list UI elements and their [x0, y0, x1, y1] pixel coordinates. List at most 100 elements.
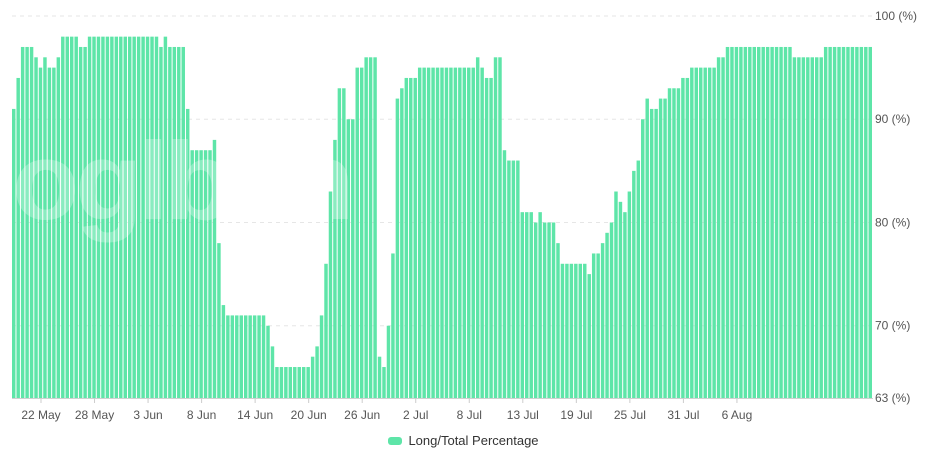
bar[interactable] — [770, 46, 774, 398]
bar[interactable] — [409, 77, 413, 398]
bar[interactable] — [560, 263, 565, 398]
bar[interactable] — [440, 67, 444, 399]
bar[interactable] — [252, 315, 257, 398]
bar[interactable] — [823, 46, 828, 398]
bar[interactable] — [792, 57, 797, 399]
bar[interactable] — [458, 67, 462, 399]
bar[interactable] — [333, 139, 337, 398]
bar[interactable] — [828, 46, 832, 398]
bar[interactable] — [627, 191, 632, 398]
legend[interactable]: Long/Total Percentage — [0, 432, 927, 448]
bar[interactable] — [623, 212, 627, 398]
bar[interactable] — [395, 98, 400, 398]
bar[interactable] — [815, 57, 819, 399]
bar[interactable] — [145, 36, 150, 399]
bar[interactable] — [850, 46, 855, 398]
bar[interactable] — [716, 57, 721, 399]
bar[interactable] — [199, 150, 203, 398]
bar[interactable] — [493, 57, 498, 399]
bar[interactable] — [605, 232, 609, 398]
bar[interactable] — [868, 46, 872, 398]
bar[interactable] — [841, 46, 846, 398]
bar[interactable] — [159, 46, 163, 398]
bar[interactable] — [382, 367, 386, 398]
bar[interactable] — [846, 46, 850, 398]
bar[interactable] — [96, 36, 101, 399]
bar[interactable] — [761, 46, 765, 398]
bar[interactable] — [69, 36, 74, 399]
bar[interactable] — [78, 46, 83, 398]
bar[interactable] — [426, 67, 431, 399]
bar[interactable] — [542, 222, 547, 398]
bar[interactable] — [301, 367, 306, 398]
bar[interactable] — [703, 67, 707, 399]
bar[interactable] — [632, 170, 636, 398]
bar[interactable] — [694, 67, 699, 399]
bar[interactable] — [297, 367, 301, 398]
bar[interactable] — [279, 367, 284, 398]
bar[interactable] — [284, 367, 288, 398]
bar[interactable] — [444, 67, 449, 399]
bar[interactable] — [734, 46, 739, 398]
bar[interactable] — [569, 263, 574, 398]
bar[interactable] — [172, 46, 177, 398]
bar[interactable] — [667, 88, 672, 399]
bar[interactable] — [614, 191, 618, 398]
bar[interactable] — [47, 67, 52, 399]
bar[interactable] — [676, 88, 681, 399]
bar[interactable] — [685, 77, 690, 398]
bar[interactable] — [801, 57, 806, 399]
bar[interactable] — [346, 119, 351, 399]
bar[interactable] — [337, 88, 342, 399]
bar[interactable] — [765, 46, 770, 398]
bar[interactable] — [547, 222, 551, 398]
bar[interactable] — [266, 325, 270, 398]
bar[interactable] — [672, 88, 676, 399]
bar[interactable] — [788, 46, 792, 398]
bar[interactable] — [864, 46, 868, 398]
bar[interactable] — [658, 98, 663, 398]
bar[interactable] — [16, 77, 20, 398]
bar[interactable] — [217, 243, 221, 398]
bar[interactable] — [275, 367, 279, 398]
bar[interactable] — [65, 36, 69, 399]
bar[interactable] — [163, 36, 168, 399]
bar[interactable] — [712, 67, 716, 399]
bar[interactable] — [645, 98, 649, 398]
bar[interactable] — [239, 315, 243, 398]
bar[interactable] — [810, 57, 814, 399]
bar[interactable] — [368, 57, 373, 399]
bar[interactable] — [123, 36, 127, 399]
bar[interactable] — [748, 46, 752, 398]
bar[interactable] — [783, 46, 788, 398]
bar[interactable] — [342, 88, 346, 399]
bar[interactable] — [25, 46, 29, 398]
bar[interactable] — [293, 367, 297, 398]
bar[interactable] — [364, 57, 368, 399]
bar[interactable] — [752, 46, 757, 398]
bar[interactable] — [288, 367, 293, 398]
bar[interactable] — [507, 160, 511, 398]
bar[interactable] — [351, 119, 355, 399]
bar[interactable] — [324, 263, 328, 398]
bar[interactable] — [177, 46, 181, 398]
bar[interactable] — [212, 139, 217, 398]
bar[interactable] — [257, 315, 261, 398]
bar[interactable] — [484, 77, 489, 398]
bar[interactable] — [806, 57, 810, 399]
bar[interactable] — [404, 77, 409, 398]
bar[interactable] — [690, 67, 694, 399]
bar[interactable] — [654, 108, 658, 399]
bar[interactable] — [208, 150, 212, 398]
bar[interactable] — [663, 98, 667, 398]
bar[interactable] — [83, 46, 87, 398]
bar[interactable] — [315, 346, 319, 398]
bar[interactable] — [194, 150, 199, 398]
bar[interactable] — [132, 36, 136, 399]
bar[interactable] — [61, 36, 65, 399]
bar[interactable] — [449, 67, 453, 399]
bar[interactable] — [114, 36, 119, 399]
bar[interactable] — [235, 315, 239, 398]
bar[interactable] — [511, 160, 516, 398]
bar[interactable] — [565, 263, 569, 398]
